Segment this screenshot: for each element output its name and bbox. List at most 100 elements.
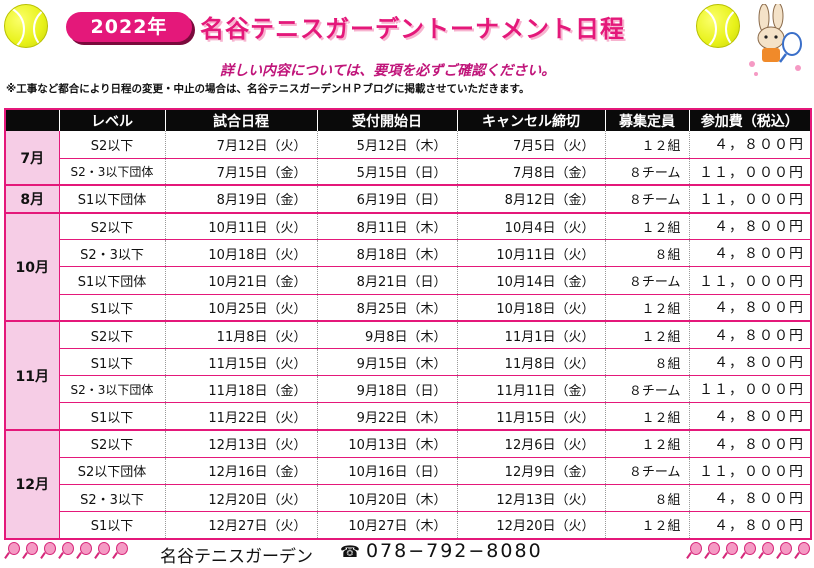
racket-icon	[22, 542, 38, 560]
match-date-cell: 11月18日（金）	[165, 375, 318, 404]
racket-icon	[40, 542, 56, 560]
table-row: S2・3以下 10月18日（火） 8月18日（木） 10月11日（火） ８組 ４…	[5, 239, 812, 268]
page-title: 名谷テニスガーデントーナメント日程	[200, 15, 625, 43]
level-cell: S1以下	[58, 402, 166, 432]
cancel-date-cell: 12月20日（火）	[457, 511, 606, 540]
racket-icon	[76, 542, 92, 560]
table-row: S2・3以下団体 11月18日（金） 9月18日（日） 11月11日（金） ８チ…	[5, 375, 812, 404]
table-row: 7月 S2以下 7月12日（火） 5月12日（木） 7月5日（火） １２組 ４，…	[5, 131, 812, 187]
cancel-date-cell: 11月8日（火）	[457, 348, 606, 377]
capacity-cell: ８チーム	[605, 266, 690, 295]
level-cell: S2以下団体	[58, 457, 166, 485]
open-date-cell: 9月15日（木）	[317, 348, 458, 377]
capacity-cell: ８組	[605, 239, 690, 268]
fee-cell: ４，８００円	[689, 294, 812, 323]
match-date-cell: 8月19日（金）	[165, 185, 318, 214]
fee-cell: ４，８００円	[689, 348, 812, 377]
racket-icon	[94, 542, 110, 560]
open-date-cell: 9月8日（木）	[317, 321, 458, 350]
racket-icon	[58, 542, 74, 560]
capacity-cell: １２組	[605, 321, 690, 350]
level-cell: S2以下	[58, 131, 166, 159]
capacity-cell: １２組	[605, 402, 690, 432]
open-date-cell: 8月18日（木）	[317, 239, 458, 268]
cancel-date-cell: 11月11日（金）	[457, 375, 606, 404]
level-cell: S2以下	[58, 212, 166, 241]
telephone-icon: ☎	[340, 542, 362, 561]
cancel-date-cell: 12月6日（火）	[457, 430, 606, 458]
table-row: S1以下 10月25日（火） 8月25日（木） 10月18日（火） １２組 ４，…	[5, 294, 812, 323]
open-date-cell: 9月18日（日）	[317, 375, 458, 404]
level-cell: S2・3以下団体	[58, 375, 166, 404]
level-cell: S2以下	[58, 430, 166, 458]
capacity-cell: ８チーム	[605, 375, 690, 404]
racket-icon	[4, 542, 20, 560]
capacity-cell: １２組	[605, 131, 690, 159]
open-date-cell: 8月25日（木）	[317, 294, 458, 323]
header-capacity: 募集定員	[605, 109, 690, 131]
header-level: レベル	[59, 109, 166, 131]
table-row: 10月 S2以下 10月11日（火） 8月11日（木） 10月4日（火） １２組…	[5, 212, 812, 323]
capacity-cell: １２組	[605, 212, 690, 241]
cancel-date-cell: 12月13日（火）	[457, 484, 606, 513]
fee-cell: １１，０００円	[689, 375, 812, 404]
level-cell: S1以下団体	[58, 266, 166, 295]
cancel-date-cell: 11月15日（火）	[457, 402, 606, 432]
table-row: S2以下団体 12月16日（金） 10月16日（日） 12月9日（金） ８チーム…	[5, 457, 812, 485]
racket-icon	[758, 542, 774, 560]
level-cell: S2以下	[58, 321, 166, 350]
capacity-cell: ８チーム	[605, 158, 690, 187]
open-date-cell: 5月15日（日）	[317, 158, 458, 187]
open-date-cell: 8月11日（木）	[317, 212, 458, 241]
header-match-date: 試合日程	[165, 109, 318, 131]
fee-cell: ４，８００円	[689, 321, 812, 350]
racket-decoration	[686, 542, 810, 560]
tennis-ball-icon	[4, 4, 48, 48]
header-month	[5, 109, 60, 131]
fee-cell: ４，８００円	[689, 402, 812, 432]
cancel-date-cell: 10月4日（火）	[457, 212, 606, 241]
match-date-cell: 10月18日（火）	[165, 239, 318, 268]
fee-cell: ４，８００円	[689, 239, 812, 268]
header-open-date: 受付開始日	[317, 109, 458, 131]
match-date-cell: 12月20日（火）	[165, 484, 318, 513]
match-date-cell: 11月15日（火）	[165, 348, 318, 377]
racket-icon	[722, 542, 738, 560]
level-cell: S1以下	[58, 511, 166, 540]
table-row: S2・3以下団体 7月15日（金） 5月15日（日） 7月8日（金） ８チーム …	[5, 158, 812, 187]
open-date-cell: 10月27日（木）	[317, 511, 458, 540]
header-fee: 参加費（税込）	[689, 109, 812, 131]
match-date-cell: 10月25日（火）	[165, 294, 318, 323]
racket-icon	[740, 542, 756, 560]
capacity-cell: １２組	[605, 511, 690, 540]
table-row: S1以下団体 10月21日（金） 8月21日（日） 10月14日（金） ８チーム…	[5, 266, 812, 295]
footer-phone: ☎ 078−792−8080	[340, 540, 543, 562]
table-row: 8月 S1以下団体 8月19日（金） 6月19日（日） 8月12日（金） ８チー…	[5, 185, 812, 214]
capacity-cell: ８チーム	[605, 185, 690, 214]
header-cancel-deadline: キャンセル締切	[457, 109, 606, 131]
open-date-cell: 9月22日（木）	[317, 402, 458, 432]
open-date-cell: 10月20日（木）	[317, 484, 458, 513]
match-date-cell: 12月13日（火）	[165, 430, 318, 458]
phone-number: 078−792−8080	[365, 540, 543, 562]
schedule-table: レベル 試合日程 受付開始日 キャンセル締切 募集定員 参加費（税込） 7月 S…	[4, 108, 812, 540]
level-cell: S2・3以下団体	[58, 158, 166, 187]
match-date-cell: 12月27日（火）	[165, 511, 318, 540]
month-cell: 11月	[5, 321, 60, 432]
table-row: S1以下 12月27日（火） 10月27日（木） 12月20日（火） １２組 ４…	[5, 511, 812, 540]
table-row: 11月 S2以下 11月8日（火） 9月8日（木） 11月1日（火） １２組 ４…	[5, 321, 812, 432]
match-date-cell: 10月11日（火）	[165, 212, 318, 241]
level-cell: S1以下	[58, 294, 166, 323]
table-header-row: レベル 試合日程 受付開始日 キャンセル締切 募集定員 参加費（税込）	[5, 109, 812, 131]
open-date-cell: 10月13日（木）	[317, 430, 458, 458]
match-date-cell: 7月12日（火）	[165, 131, 318, 159]
cancel-date-cell: 10月14日（金）	[457, 266, 606, 295]
tennis-ball-icon	[696, 4, 740, 48]
capacity-cell: ８組	[605, 348, 690, 377]
table-row: 12月 S2以下 12月13日（火） 10月13日（木） 12月6日（火） １２…	[5, 430, 812, 540]
racket-icon	[704, 542, 720, 560]
fee-cell: ４，８００円	[689, 131, 812, 159]
month-cell: 7月	[5, 131, 60, 187]
racket-icon	[776, 542, 792, 560]
cancel-date-cell: 12月9日（金）	[457, 457, 606, 485]
